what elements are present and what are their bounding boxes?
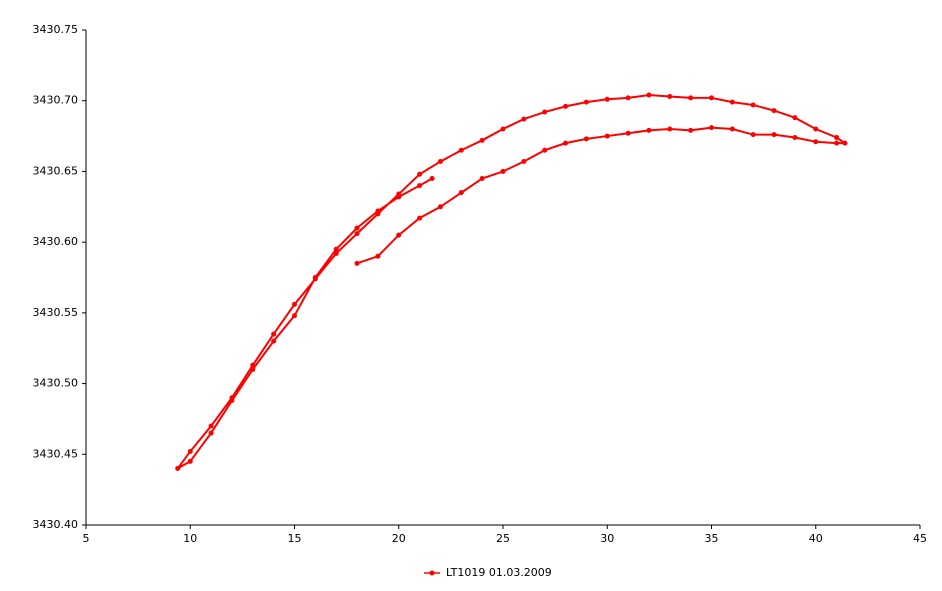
data-point: [500, 168, 506, 174]
y-tick-label: 3430.50: [33, 377, 79, 390]
data-point: [458, 190, 464, 196]
data-point: [604, 133, 610, 139]
data-point: [208, 423, 214, 429]
data-point: [563, 103, 569, 109]
data-point: [187, 448, 193, 454]
data-point: [842, 140, 848, 146]
data-point: [688, 127, 694, 133]
data-point: [312, 275, 318, 280]
data-point: [479, 137, 485, 143]
data-point: [625, 130, 631, 136]
y-tick-label: 3430.60: [33, 235, 79, 248]
data-point: [500, 126, 506, 132]
data-point: [437, 204, 443, 210]
x-tick-label: 30: [600, 532, 614, 545]
data-point: [667, 93, 673, 99]
data-point: [429, 176, 435, 181]
data-point: [292, 301, 297, 307]
x-tick-label: 15: [288, 532, 302, 545]
data-point: [417, 171, 423, 177]
data-point: [175, 465, 181, 471]
data-point: [521, 159, 527, 165]
x-tick-label: 45: [913, 532, 927, 545]
data-point: [750, 102, 756, 108]
data-point: [354, 260, 360, 266]
data-point: [729, 126, 735, 132]
data-point: [375, 253, 381, 259]
data-point: [792, 115, 798, 121]
x-tick-label: 5: [83, 532, 90, 545]
data-point: [688, 95, 694, 101]
data-point: [208, 430, 214, 436]
data-point: [458, 147, 464, 153]
data-point: [375, 208, 381, 214]
data-point: [771, 132, 777, 138]
data-point: [187, 458, 193, 464]
data-point: [396, 194, 402, 200]
x-tick-label: 20: [392, 532, 406, 545]
y-tick-label: 3430.75: [33, 23, 79, 36]
y-tick-label: 3430.40: [33, 518, 79, 531]
data-point: [813, 126, 819, 132]
data-point: [542, 109, 548, 115]
data-point: [583, 136, 589, 142]
data-point: [292, 313, 297, 319]
data-point: [834, 140, 840, 146]
data-point: [271, 338, 277, 344]
data-point: [354, 231, 360, 237]
data-point: [667, 126, 673, 132]
data-point: [792, 134, 798, 140]
data-point: [771, 108, 777, 114]
data-point: [521, 116, 527, 122]
x-tick-label: 10: [183, 532, 197, 545]
data-point: [437, 159, 443, 165]
data-point: [625, 95, 631, 101]
data-point: [813, 139, 819, 145]
data-point: [250, 362, 256, 368]
y-tick-label: 3430.55: [33, 306, 79, 319]
data-point: [271, 331, 277, 337]
data-point: [583, 99, 589, 105]
y-tick-label: 3430.45: [33, 447, 79, 460]
data-point: [396, 232, 402, 238]
data-point: [646, 127, 652, 133]
data-point: [604, 96, 610, 102]
data-point: [834, 134, 840, 140]
data-point: [229, 398, 235, 404]
data-line: [176, 94, 849, 470]
data-point: [729, 99, 735, 105]
data-point: [417, 183, 423, 189]
data-point: [709, 95, 714, 101]
data-point: [479, 176, 485, 181]
legend-label: LT1019 01.03.2009: [446, 566, 552, 579]
data-point: [354, 225, 360, 231]
data-point: [646, 92, 652, 98]
data-point: [563, 140, 569, 146]
data-point: [417, 215, 423, 221]
data-point: [333, 250, 339, 256]
data-point: [750, 132, 756, 138]
data-point: [542, 147, 548, 153]
legend-marker: [429, 570, 435, 576]
x-tick-label: 35: [705, 532, 719, 545]
x-tick-label: 40: [809, 532, 823, 545]
y-tick-label: 3430.65: [33, 164, 79, 177]
x-tick-label: 25: [496, 532, 510, 545]
data-point: [250, 366, 256, 372]
y-tick-label: 3430.70: [33, 94, 79, 107]
data-point: [709, 125, 714, 131]
data-point: [333, 246, 339, 252]
